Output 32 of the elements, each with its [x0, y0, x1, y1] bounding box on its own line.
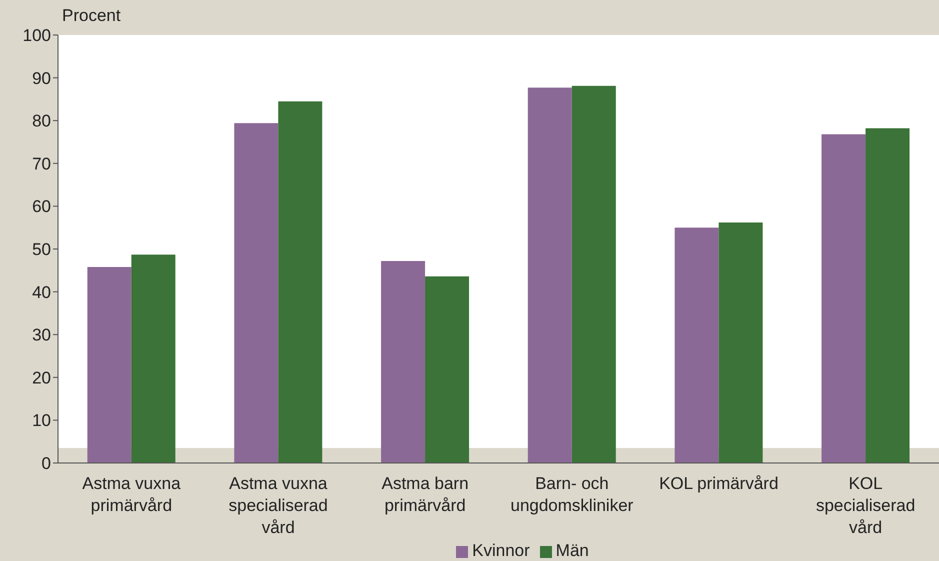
bar	[425, 276, 470, 463]
bar	[381, 260, 426, 463]
legend-label: Kvinnor	[472, 541, 530, 560]
y-tick-label: 0	[42, 454, 51, 474]
bar	[822, 134, 866, 463]
y-tick-label: 100	[22, 26, 51, 46]
x-tick-label: KOL primärvård	[659, 474, 778, 493]
y-tick-label: 90	[32, 68, 51, 88]
bar	[131, 254, 176, 463]
y-tick-label: 30	[32, 326, 51, 345]
y-tick-label: 50	[32, 240, 51, 260]
bar	[866, 128, 910, 463]
x-tick-label: KOL specialiserad vård	[816, 474, 916, 537]
bar	[278, 101, 322, 463]
y-axis-title: Procent	[62, 6, 121, 26]
y-tick-label: 40	[32, 282, 51, 302]
y-tick-label: 20	[32, 368, 51, 388]
x-tick-label: Barn- och ungdomskliniker	[510, 474, 634, 515]
bar	[674, 228, 719, 463]
bar	[718, 222, 763, 463]
y-tick-label: 60	[32, 197, 51, 216]
y-tick-label: 70	[32, 154, 51, 174]
x-tick-label: Astma barn primärvård	[382, 474, 469, 515]
bar	[572, 86, 616, 463]
y-tick-label: 80	[32, 112, 51, 131]
bar	[87, 266, 132, 463]
y-tick-label: 10	[32, 411, 51, 430]
x-tick-label: Astma vuxna specialiserad vård	[228, 474, 328, 537]
legend-label: Män	[556, 541, 589, 560]
bar	[234, 123, 278, 463]
bar	[528, 88, 572, 463]
x-tick-label: Astma vuxna primärvård	[82, 474, 182, 515]
